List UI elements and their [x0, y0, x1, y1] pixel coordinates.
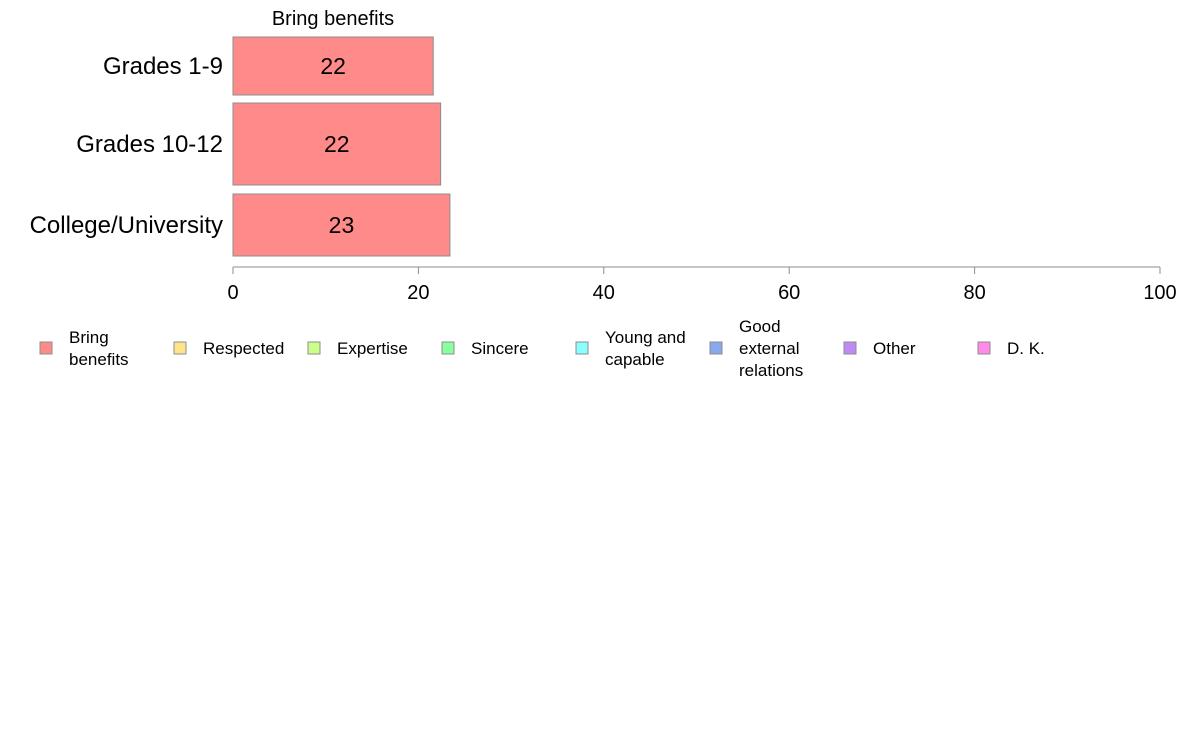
category-label: Grades 1-9: [103, 53, 223, 80]
legend-label-line: Good: [739, 317, 781, 336]
category-labels: Grades 1-9 Grades 10-12 College/University: [30, 53, 223, 239]
legend-label-line: Respected: [203, 339, 284, 358]
x-tick-label: 80: [963, 282, 985, 304]
legend-label-line: benefits: [69, 350, 129, 369]
legend-label: Expertise: [337, 339, 408, 358]
x-tick-label: 40: [593, 282, 615, 304]
legend-swatch: [307, 341, 321, 355]
category-label: Grades 10-12: [76, 131, 223, 158]
legend-swatch: [709, 341, 723, 355]
bar-value-label: 22: [320, 53, 346, 79]
bar: [232, 193, 451, 257]
x-tick-label: 60: [778, 282, 800, 304]
legend-label-line: Expertise: [337, 339, 408, 358]
legend-swatch: [441, 341, 455, 355]
legend-swatch: [575, 341, 589, 355]
x-axis: 0 20 40 60 80 100: [227, 266, 1177, 304]
legend-label: D. K.: [1007, 339, 1045, 358]
bar: [232, 36, 434, 96]
bar-value-label: 23: [329, 212, 355, 238]
series-header: Bring benefits: [272, 8, 394, 30]
legend-label: Bring benefits: [69, 328, 129, 369]
bars-group: 22 22 23: [232, 36, 451, 257]
legend-label-line: capable: [605, 350, 665, 369]
legend: Bring benefits Respected Expertise Sincere Yo…: [39, 317, 1045, 380]
x-tick-label: 20: [407, 282, 429, 304]
legend-swatch: [843, 341, 857, 355]
x-tick-label: 0: [227, 282, 238, 304]
legend-label-line: Young and: [605, 328, 686, 347]
legend-label-line: Sincere: [471, 339, 529, 358]
legend-swatch: [173, 341, 187, 355]
legend-label: Other: [873, 339, 916, 358]
legend-label: Respected: [203, 339, 284, 358]
legend-swatch: [977, 341, 991, 355]
bar: [232, 102, 442, 186]
legend-label-line: D. K.: [1007, 339, 1045, 358]
legend-label: Young and capable: [605, 328, 686, 369]
legend-label-line: Other: [873, 339, 916, 358]
x-tick-label: 100: [1143, 282, 1176, 304]
legend-label-line: relations: [739, 361, 803, 380]
legend-label: Good external relations: [739, 317, 803, 380]
category-label: College/University: [30, 212, 223, 239]
legend-label: Sincere: [471, 339, 529, 358]
legend-label-line: external: [739, 339, 799, 358]
legend-swatch: [39, 341, 53, 355]
legend-label-line: Bring: [69, 328, 109, 347]
bar-value-label: 22: [324, 131, 350, 157]
